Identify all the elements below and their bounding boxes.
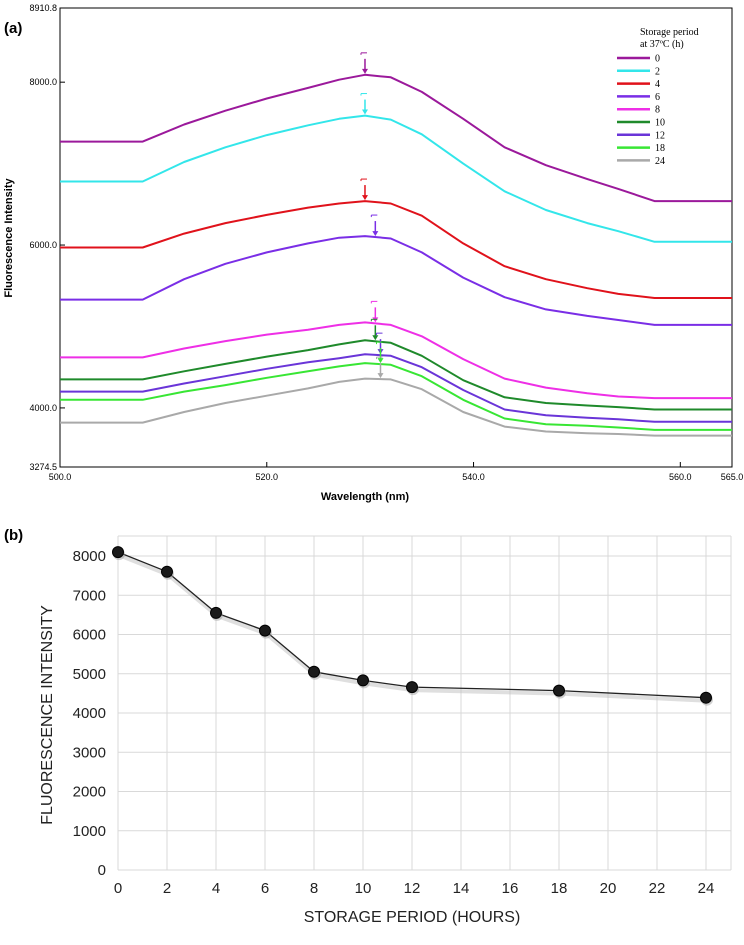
panel-b-y-tick-label: 1000: [73, 823, 106, 840]
panel-a-label: (a): [4, 20, 22, 37]
panel-b-x-tick-label: 0: [114, 880, 122, 897]
panel-b-point-0h: [112, 546, 124, 559]
panel-b-x-tick-label: 10: [355, 880, 372, 897]
legend-label-8h: 8: [655, 105, 660, 116]
peak-marker-10h: [370, 318, 379, 341]
panel-b-x-tick-label: 8: [310, 880, 318, 897]
panel-b-point-2h: [161, 565, 173, 578]
legend-label-18h: 18: [655, 143, 665, 154]
panel-b-line-shadow: [118, 553, 708, 703]
peak-marker-18h: [375, 341, 384, 364]
spectrum-line-0h: [60, 73, 732, 203]
panel-a-x-axis-label: Wavelength (nm): [321, 491, 410, 503]
panel-b-gridlines: [117, 535, 732, 871]
legend-label-4h: 4: [655, 79, 660, 90]
panel-b-x-tick-label: 18: [551, 880, 568, 897]
panel-b-y-tick-label: 5000: [73, 666, 106, 683]
panel-a-series: [60, 73, 732, 437]
legend-label-12h: 12: [655, 130, 665, 141]
panel-a-y-axis-label: Fluorescence Intensity: [3, 178, 15, 298]
panel-a-y-tick-label: 3274.5: [29, 462, 57, 472]
panel-a-y-tick-label: 8000.0: [29, 77, 57, 87]
panel-b-y-tick-label: 8000: [73, 548, 106, 565]
panel-b-x-ticks: 0 2 4 6 8 10 12 14 16 18 20 22 24: [114, 880, 715, 897]
panel-a-x-ticks: 500.0 520.0 540.0 560.0 565.0: [49, 462, 744, 482]
peak-marker-4h: [360, 178, 368, 201]
panel-b-x-tick-label: 22: [649, 880, 666, 897]
panel-b-y-tick-label: 3000: [73, 744, 106, 761]
panel-b-point-12h: [406, 681, 418, 694]
spectrum-line-24h: [60, 377, 732, 437]
peak-marker-2h: [360, 93, 368, 115]
panel-b-x-tick-label: 14: [453, 880, 470, 897]
panel-b: (b) 0 1000 2000 3000 4000 5000 6000 7000 8000 0 2…: [4, 527, 732, 926]
panel-b-y-tick-label: 0: [98, 862, 106, 879]
panel-b-x-tick-label: 2: [163, 880, 171, 897]
panel-b-y-tick-label: 6000: [73, 627, 106, 644]
panel-b-x-tick-label: 16: [502, 880, 519, 897]
panel-a-plot-frame: [59, 7, 733, 468]
legend-title: Storage period at 37ºC (h): [640, 27, 699, 50]
panel-b-y-ticks: 0 1000 2000 3000 4000 5000 6000 7000 8000: [73, 548, 106, 879]
spectrum-line-4h: [60, 200, 732, 299]
peak-marker-24h: [375, 356, 384, 379]
panel-b-x-tick-label: 20: [600, 880, 617, 897]
panel-b-y-tick-label: 2000: [73, 784, 106, 801]
panel-b-point-18h: [553, 684, 565, 697]
peak-marker-8h: [370, 300, 379, 323]
spectrum-line-18h: [60, 362, 732, 431]
peak-marker-0h: [360, 52, 368, 74]
panel-b-x-tick-label: 4: [212, 880, 220, 897]
panel-a-x-tick-label: 500.0: [49, 472, 72, 482]
spectrum-line-6h: [60, 235, 732, 326]
spectrum-line-8h: [60, 321, 732, 400]
legend-label-0h: 0: [655, 54, 660, 65]
panel-b-y-tick-label: 4000: [73, 705, 106, 722]
panel-a-y-tick-label: 4000.0: [29, 403, 57, 413]
panel-a-y-ticks: 8910.8 8000.0 6000.0 4000.0 3274.5: [29, 3, 65, 472]
panel-b-series: [112, 546, 713, 706]
panel-b-x-tick-label: 24: [698, 880, 715, 897]
spectrum-line-12h: [60, 353, 732, 423]
panel-a-x-tick-label: 560.0: [669, 472, 692, 482]
panel-b-point-8h: [308, 665, 320, 678]
panel-a-x-tick-label: 520.0: [256, 472, 279, 482]
panel-a-x-tick-label: 540.0: [462, 472, 485, 482]
spectrum-line-2h: [60, 114, 732, 243]
panel-b-point-4h: [210, 606, 222, 619]
panel-a: (a) 8910.8 8000.0 6000.0 4000.0 3274.5 500.0…: [3, 3, 743, 503]
panel-a-y-tick-label: 6000.0: [29, 240, 57, 250]
panel-b-point-6h: [259, 624, 271, 637]
peak-marker-6h: [370, 214, 379, 237]
legend-label-24h: 24: [655, 156, 665, 167]
legend-label-2h: 2: [655, 66, 660, 77]
panel-b-y-axis-label: FLUORESCENCE INTENSITY: [39, 605, 56, 825]
panel-a-x-tick-label: 565.0: [721, 472, 744, 482]
panel-b-label: (b): [4, 527, 23, 544]
legend-label-10h: 10: [655, 118, 665, 129]
panel-b-point-10h: [357, 674, 369, 687]
panel-b-point-24h: [700, 691, 712, 704]
legend-label-6h: 6: [655, 92, 660, 103]
spectrum-line-10h: [60, 339, 732, 411]
panel-a-peak-markers: [360, 52, 384, 379]
panel-b-x-axis-label: STORAGE PERIOD (HOURS): [304, 909, 521, 926]
panel-b-x-tick-label: 12: [404, 880, 421, 897]
panel-a-y-tick-label: 8910.8: [29, 3, 57, 13]
panel-b-x-tick-label: 6: [261, 880, 269, 897]
panel-b-y-tick-label: 7000: [73, 587, 106, 604]
